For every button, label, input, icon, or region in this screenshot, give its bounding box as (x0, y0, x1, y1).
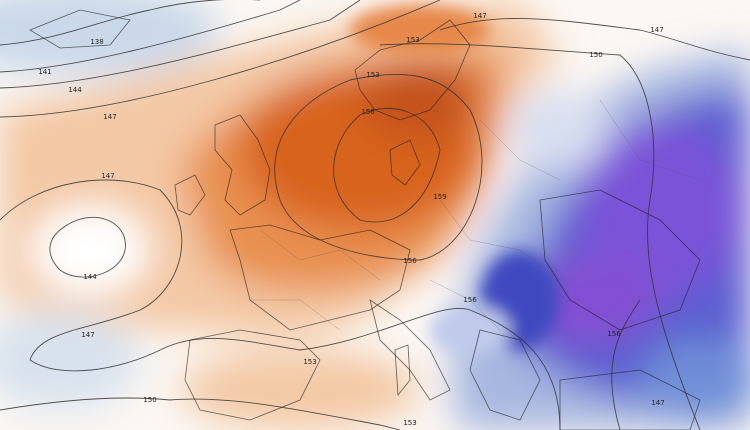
contour-label: 144 (68, 86, 82, 94)
contour-label: 156 (607, 330, 621, 338)
contour-label: 147 (81, 331, 94, 339)
contour-labels: 138 141 144 147 147 153 150 147 153 156 159 147 144 1… (38, 12, 664, 427)
contour-label: 156 (403, 257, 417, 265)
contour-label: 153 (366, 71, 379, 79)
contour-label: 156 (463, 296, 477, 304)
coastlines (29, 9, 701, 430)
contour-label: 144 (83, 273, 97, 281)
contour-label: 147 (101, 172, 114, 180)
contour-label: 159 (433, 193, 446, 201)
contour-label: 147 (103, 113, 116, 121)
temperature-detail (350, 5, 560, 355)
contour-label: 156 (361, 108, 375, 116)
contour-label: 150 (589, 51, 602, 59)
contour-label: 153 (406, 36, 419, 44)
contour-label: 150 (143, 396, 156, 404)
contour-label: 147 (651, 399, 664, 407)
contour-label: 153 (403, 419, 416, 427)
contour-label: 138 (90, 38, 103, 46)
contour-label: 141 (38, 68, 51, 76)
contour-label: 153 (303, 358, 316, 366)
contour-label: 147 (473, 12, 486, 20)
contour-label: 147 (650, 26, 663, 34)
